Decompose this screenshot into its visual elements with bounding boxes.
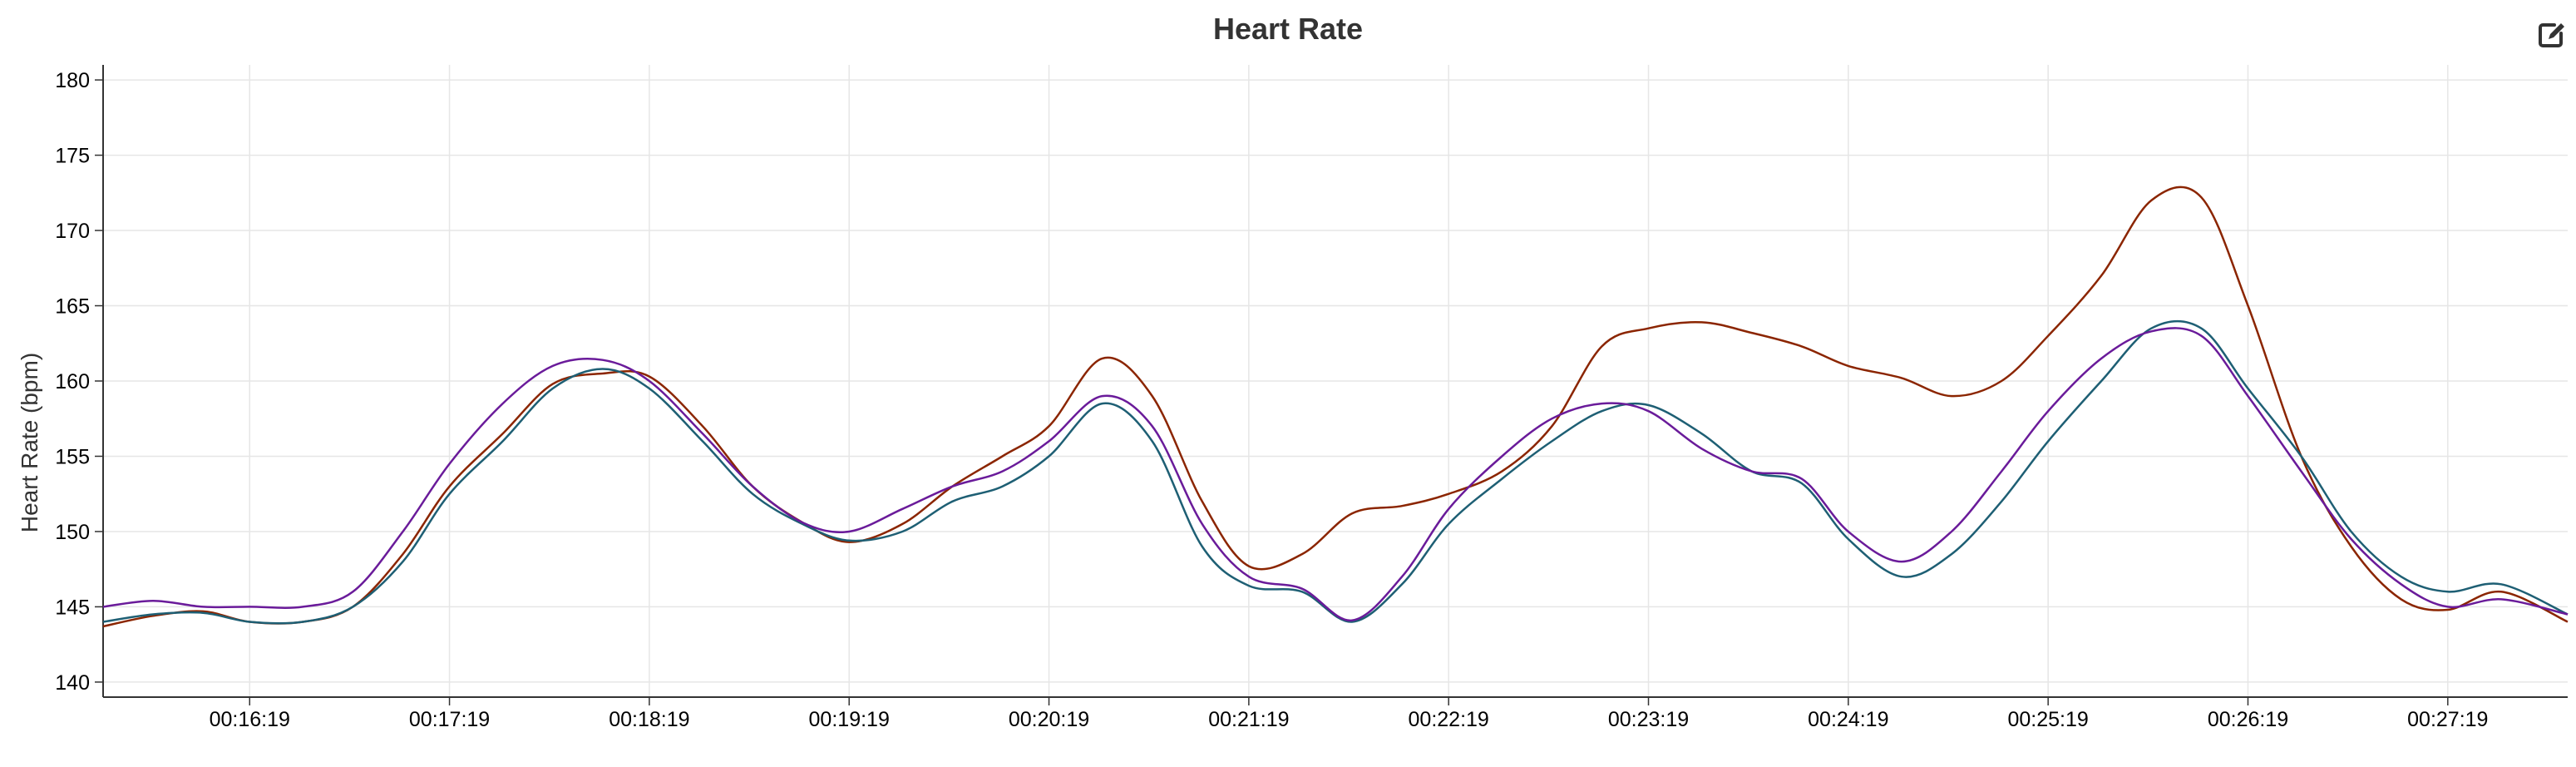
series-line-3	[102, 327, 2569, 621]
x-tick-label: 00:23:19	[1608, 708, 1689, 731]
y-tick-label: 180	[55, 69, 90, 92]
x-tick-label: 00:20:19	[1009, 708, 1089, 731]
y-tick-label: 140	[55, 671, 90, 695]
y-tick-label: 160	[55, 370, 90, 393]
edit-button[interactable]	[2534, 18, 2568, 52]
x-tick-label: 00:25:19	[2007, 708, 2088, 731]
chart-title: Heart Rate	[1212, 12, 1364, 46]
x-tick-label: 00:18:19	[609, 708, 689, 731]
x-tick-label: 00:24:19	[1808, 708, 1888, 731]
y-tick-label: 155	[55, 445, 90, 468]
x-tick-label: 00:22:19	[1409, 708, 1489, 731]
x-tick-label: 00:27:19	[2407, 708, 2488, 731]
x-tick-label: 00:17:19	[409, 708, 490, 731]
x-tick-label: 00:26:19	[2208, 708, 2288, 731]
series-line-1	[102, 186, 2569, 628]
x-tick-label: 00:19:19	[809, 708, 890, 731]
edit-icon	[2539, 23, 2564, 47]
y-axis-title: Heart Rate (bpm)	[17, 353, 42, 532]
x-tick-label: 00:16:19	[210, 708, 290, 731]
x-tick-label: 00:21:19	[1208, 708, 1289, 731]
y-tick-label: 145	[55, 596, 90, 619]
series-line-2	[102, 319, 2569, 625]
y-tick-label: 165	[55, 295, 90, 319]
y-tick-label: 150	[55, 521, 90, 544]
y-tick-label: 170	[55, 220, 90, 243]
y-tick-label: 175	[55, 145, 90, 168]
